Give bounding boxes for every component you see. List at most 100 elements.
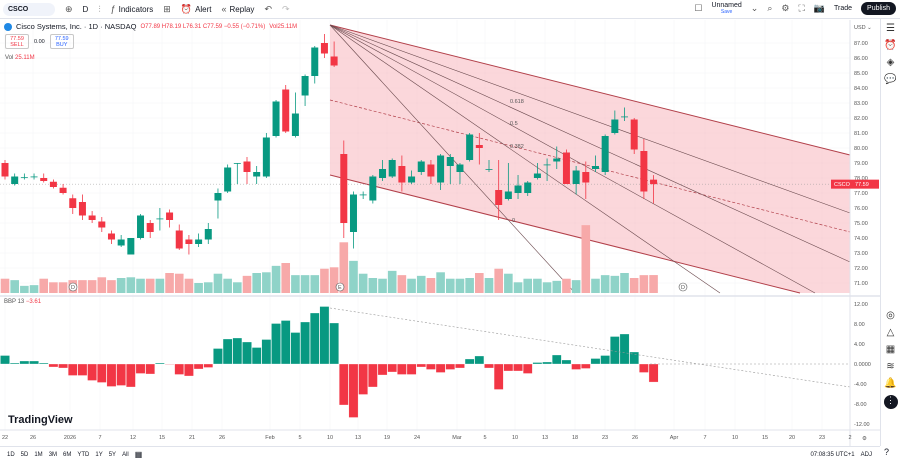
range-all[interactable]: All — [122, 451, 129, 458]
time-tick: 23 — [819, 435, 825, 441]
time-tick: 22 — [2, 435, 8, 441]
ideas-icon[interactable]: △ — [886, 327, 895, 338]
templates-icon[interactable]: ⊞ — [163, 3, 171, 14]
notifications-icon[interactable]: 🔔 — [884, 378, 897, 389]
help-icon[interactable]: ? — [884, 447, 890, 457]
volume-bar — [562, 278, 571, 293]
time-tick: 13 — [355, 435, 361, 441]
chart-canvas[interactable]: 0.618 0.5 0.382 0 D E D 87.00 86.00 85.00 84.00 83.… — [0, 0, 880, 446]
layout-icon[interactable]: ☐ — [694, 3, 703, 13]
watchlist-icon[interactable]: ☰ — [886, 23, 895, 34]
candle-body — [272, 101, 280, 136]
time-tick: 12 — [130, 435, 136, 441]
volume-bar — [107, 280, 116, 293]
volume-bar — [339, 242, 349, 293]
volume-bar — [581, 225, 591, 293]
quick-search-icon[interactable]: ⌕ — [767, 3, 773, 13]
interval-button[interactable]: D — [82, 4, 89, 14]
bbp-bar — [290, 332, 301, 365]
candle-body — [59, 187, 67, 193]
time-tick: 5 — [298, 435, 301, 441]
buy-price: 77.59 — [54, 36, 69, 42]
stream-icon[interactable]: ≋ — [886, 361, 895, 372]
symbol-search[interactable]: CSCO — [3, 2, 55, 16]
time-tick: 13 — [542, 435, 548, 441]
price-tick: 78.00 — [854, 176, 868, 182]
price-tick: 87.00 — [854, 41, 868, 47]
settings-icon[interactable]: ⚙ — [781, 3, 790, 13]
candle-body — [40, 178, 48, 181]
sell-price: 77.59 — [10, 36, 24, 42]
indicators-button[interactable]: ƒ Indicators — [111, 4, 154, 14]
adjust-button[interactable]: ADJ — [860, 451, 872, 458]
trade-button[interactable]: Trade — [834, 5, 853, 12]
volume-bar — [252, 273, 261, 293]
bbp-bar — [387, 363, 397, 373]
bbp-bar — [251, 347, 262, 365]
range-ytd[interactable]: YTD — [77, 451, 90, 458]
volume-bar — [484, 278, 494, 293]
candle-type-icon[interactable]: ⫶ — [98, 3, 101, 14]
bbp-bar — [561, 359, 572, 365]
candle-body — [253, 172, 261, 177]
time-tick: 26 — [219, 435, 225, 441]
volume-bar — [397, 275, 407, 293]
range-5y[interactable]: 5Y — [108, 451, 117, 458]
range-5d[interactable]: 5D — [20, 451, 29, 458]
layout-name[interactable]: Unnamed Save — [711, 2, 741, 15]
volume-bar — [445, 278, 455, 293]
alerts-icon[interactable]: ⏰ — [884, 40, 897, 51]
bbp-bar — [300, 321, 310, 365]
range-1d[interactable]: 1D — [7, 451, 15, 458]
alert-button[interactable]: ⏰ Alert — [181, 4, 212, 15]
range-6m[interactable]: 6M — [63, 451, 72, 458]
date-range-icon[interactable]: ▦ — [134, 450, 143, 459]
fullscreen-icon[interactable]: ⛶ — [798, 3, 805, 13]
chat-icon[interactable]: 💬 — [884, 74, 897, 85]
price-tick: 83.00 — [854, 101, 868, 107]
volume-bar — [242, 275, 252, 293]
apps-icon[interactable]: ⋮ — [883, 395, 898, 409]
compare-icon[interactable]: ⊕ — [65, 3, 73, 14]
volume-value: Vol25.11M — [269, 23, 298, 30]
candle-body — [543, 164, 551, 166]
chevron-down-icon[interactable]: ⌄ — [750, 3, 759, 13]
clock[interactable]: 07:08:35 UTC+1 — [810, 451, 855, 458]
fib-label: 0 — [512, 218, 515, 224]
sell-button[interactable]: 77.59 SELL — [5, 34, 29, 49]
time-tick: 26 — [632, 435, 638, 441]
sell-label: SELL — [10, 42, 24, 48]
redo-icon[interactable]: ↷ — [281, 3, 290, 14]
layers-icon[interactable]: ◈ — [886, 57, 895, 68]
camera-icon[interactable]: 📷 — [813, 3, 825, 13]
symbol-logo-icon — [4, 22, 12, 31]
volume-legend: Vol 25.11M — [5, 55, 35, 61]
candle-body — [379, 169, 387, 178]
bbp-bar — [48, 363, 59, 368]
candle-body — [88, 215, 96, 220]
publish-button[interactable]: Publish — [861, 2, 896, 15]
range-3m[interactable]: 3M — [48, 451, 58, 458]
volume-bar — [213, 273, 223, 293]
volume-bar — [426, 278, 436, 293]
time-tick: Feb — [265, 435, 274, 441]
replay-button[interactable]: «Replay — [222, 4, 255, 14]
candle-body — [601, 136, 609, 172]
volume-bar — [165, 273, 174, 293]
bbp-bar — [522, 363, 533, 374]
buy-button[interactable]: 77.59 BUY — [49, 34, 74, 49]
range-1m[interactable]: 1M — [34, 451, 43, 458]
volume-bar — [233, 282, 242, 293]
candle-body — [224, 167, 232, 192]
undo-icon[interactable]: ↶ — [264, 3, 272, 14]
calendar-icon[interactable]: ▦ — [885, 344, 896, 355]
last-price-badge — [831, 179, 879, 189]
volume-bar — [78, 280, 87, 293]
volume-bar — [271, 265, 281, 293]
bbp-bar — [319, 306, 330, 365]
volume-bar — [523, 278, 533, 293]
range-1y[interactable]: 1Y — [95, 451, 103, 458]
candle-body — [533, 173, 541, 178]
target-icon[interactable]: ◎ — [886, 310, 895, 321]
candle-body — [408, 176, 416, 183]
